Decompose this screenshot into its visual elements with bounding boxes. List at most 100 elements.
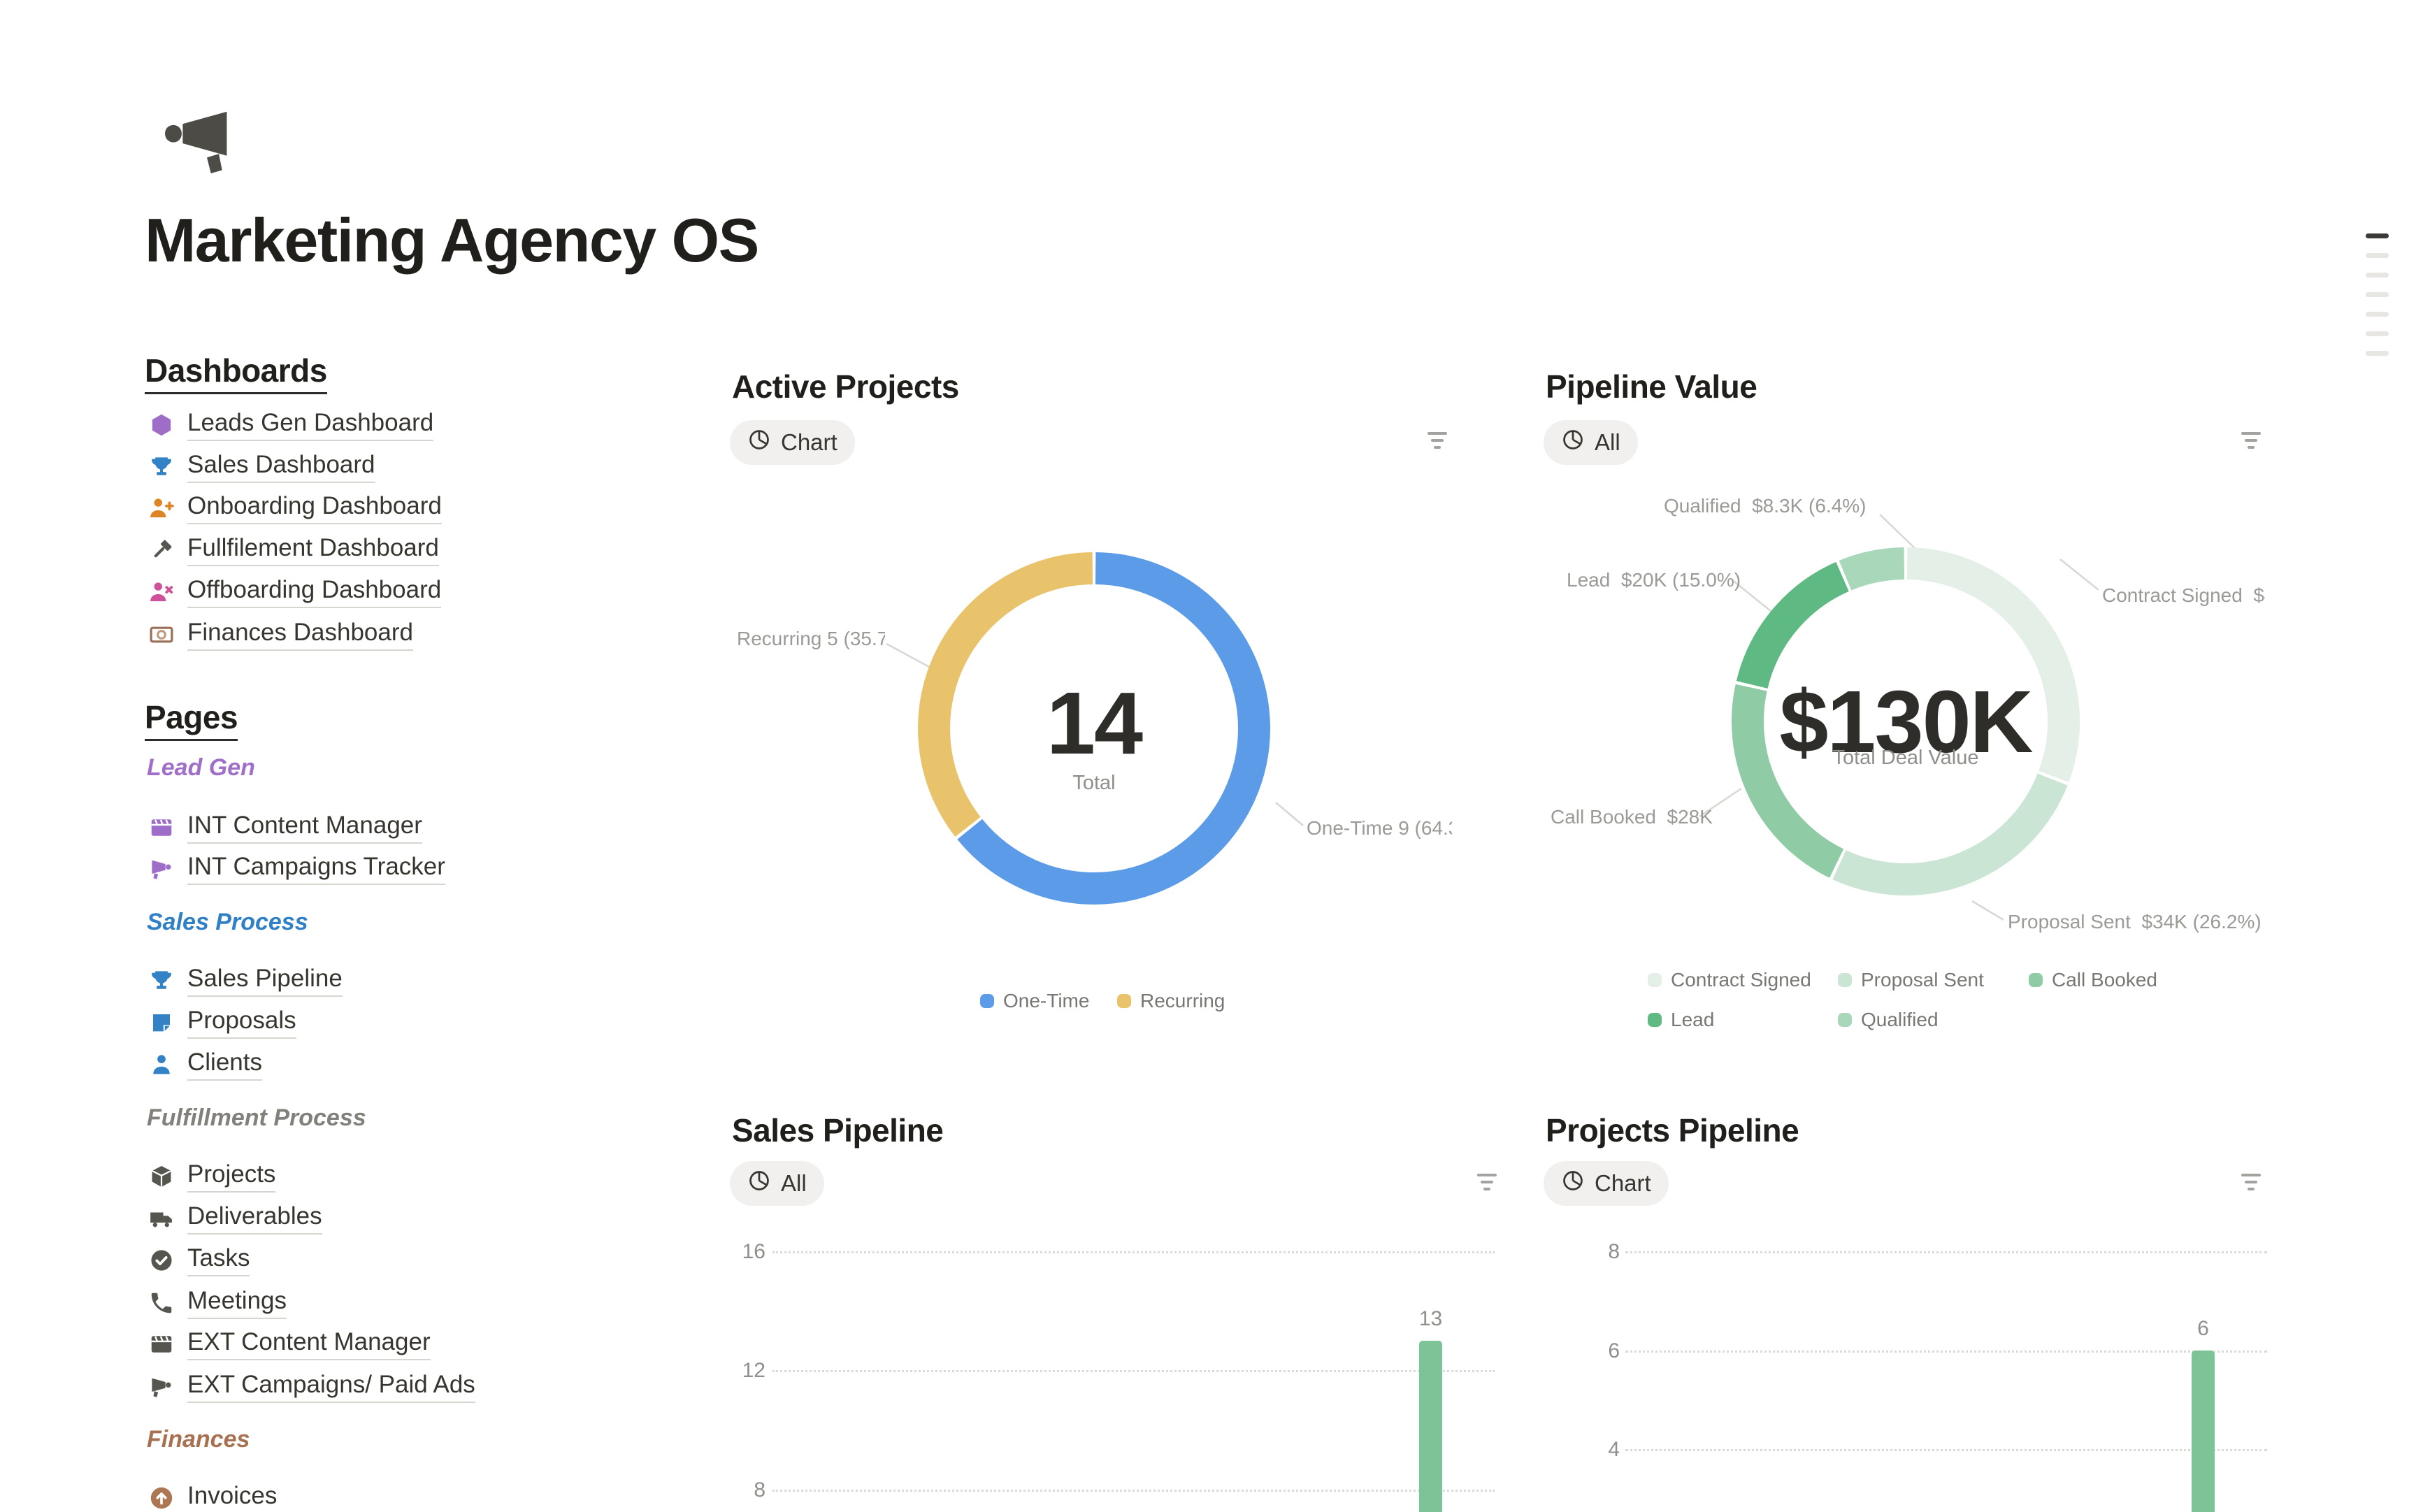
sidebar-item-finances-dashboard[interactable]: Finances Dashboard: [148, 618, 413, 651]
sidebar-item-clients[interactable]: Clients: [148, 1048, 262, 1081]
group-heading-fulfillment-process: Fulfillment Process: [147, 1104, 366, 1131]
filter-icon[interactable]: [2241, 432, 2262, 449]
card-title-pipeline-value: Pipeline Value: [1546, 368, 1757, 405]
pie-chart-icon: [747, 1169, 771, 1198]
legend-item-one-time: One-Time: [980, 991, 1089, 1011]
chart-view-pill[interactable]: Chart: [730, 420, 855, 465]
y-axis-tick: 16: [742, 1240, 765, 1263]
y-axis-tick: 12: [742, 1359, 765, 1382]
y-axis-tick: 8: [1608, 1240, 1620, 1263]
sidebar-item-meetings[interactable]: Meetings: [148, 1286, 287, 1320]
legend-swatch: [1117, 994, 1131, 1008]
sidebar-item-onboarding-dashboard[interactable]: Onboarding Dashboard: [148, 491, 442, 525]
sidebar-item-label: Onboarding Dashboard: [187, 492, 442, 524]
donut-callout-recurring: Recurring 5 (35.7%): [737, 628, 885, 649]
toc-indicator[interactable]: [2366, 351, 2389, 356]
filter-icon[interactable]: [1476, 1174, 1497, 1190]
section-heading-dashboards: Dashboards: [145, 353, 327, 394]
trophy-icon: [148, 454, 175, 480]
sidebar-item-label: EXT Content Manager: [187, 1328, 431, 1360]
note-icon: [148, 1009, 175, 1036]
hexagon-icon: [148, 412, 175, 438]
legend-item-qualified: Qualified: [1838, 1010, 1939, 1030]
legend-label: Recurring: [1140, 990, 1225, 1011]
sidebar-item-invoices[interactable]: Invoices: [148, 1481, 277, 1512]
pie-chart-icon: [1561, 1169, 1585, 1198]
box-icon: [148, 1163, 175, 1190]
sidebar-item-int-content-manager[interactable]: INT Content Manager: [148, 811, 422, 844]
sidebar-item-label: Clients: [187, 1049, 262, 1081]
gridline: [1625, 1449, 2267, 1451]
donut-center-label: Total Deal Value: [1832, 747, 1979, 769]
pipeline-value-donut-chart[interactable]: [1546, 489, 2300, 965]
sidebar-item-fullfilement-dashboard[interactable]: Fullfilement Dashboard: [148, 533, 439, 567]
donut-callout-one-time: One-Time 9 (64.3%): [1307, 817, 1452, 839]
sidebar-item-deliverables[interactable]: Deliverables: [148, 1202, 322, 1235]
megaphone-icon: [148, 1374, 175, 1400]
legend-swatch: [1648, 973, 1662, 987]
chart-view-pill[interactable]: All: [730, 1161, 824, 1206]
gridline: [1625, 1251, 2267, 1253]
arrow-up-circle-icon: [148, 1485, 175, 1511]
sidebar-item-sales-pipeline[interactable]: Sales Pipeline: [148, 964, 343, 998]
legend-label: Call Booked: [2052, 969, 2157, 991]
donut-callout-contract-signed: Contract Signed $40K: [2102, 584, 2265, 606]
toc-indicator[interactable]: [2366, 292, 2389, 297]
sidebar-item-projects[interactable]: Projects: [148, 1160, 276, 1193]
donut-center-value: $130K: [1779, 672, 2033, 771]
card-title-sales-pipeline: Sales Pipeline: [732, 1112, 944, 1149]
sidebar-item-leads-gen-dashboard[interactable]: Leads Gen Dashboard: [148, 408, 434, 442]
pill-label: All: [781, 1170, 807, 1196]
gridline: [772, 1490, 1495, 1492]
sidebar-item-label: Sales Dashboard: [187, 451, 375, 483]
active-projects-donut-chart[interactable]: [732, 531, 1503, 937]
pie-chart-icon: [747, 428, 771, 457]
chart-view-pill[interactable]: Chart: [1544, 1161, 1669, 1206]
gridline: [1625, 1351, 2267, 1353]
y-axis-tick: 6: [1608, 1339, 1620, 1362]
toc-indicator[interactable]: [2366, 331, 2389, 336]
filter-icon[interactable]: [1427, 432, 1448, 449]
group-heading-lead-gen: Lead Gen: [147, 754, 255, 781]
bar-sales-pipeline[interactable]: [1419, 1340, 1442, 1512]
sidebar-item-label: Finances Dashboard: [187, 619, 413, 651]
page-title: Marketing Agency OS: [145, 206, 759, 275]
clapperboard-icon: [148, 1331, 175, 1358]
sidebar-item-ext-content-manager[interactable]: EXT Content Manager: [148, 1327, 431, 1361]
sidebar-item-proposals[interactable]: Proposals: [148, 1006, 296, 1039]
bar-projects-pipeline[interactable]: [2192, 1350, 2215, 1512]
sidebar-item-label: Fullfilement Dashboard: [187, 534, 439, 566]
sidebar-item-offboarding-dashboard[interactable]: Offboarding Dashboard: [148, 575, 442, 609]
sidebar-item-label: Offboarding Dashboard: [187, 576, 442, 608]
sidebar-item-ext-campaigns-paid-ads[interactable]: EXT Campaigns/ Paid Ads: [148, 1370, 475, 1404]
chart-view-pill[interactable]: All: [1544, 420, 1638, 465]
y-axis-tick: 8: [754, 1478, 765, 1502]
legend-item-contract-signed: Contract Signed: [1648, 970, 1811, 990]
group-heading-finances: Finances: [147, 1426, 250, 1453]
legend-swatch: [1838, 973, 1852, 987]
legend-item-proposal-sent: Proposal Sent: [1838, 970, 1984, 990]
toc-indicator[interactable]: [2366, 312, 2389, 317]
toc-indicator[interactable]: [2366, 253, 2389, 258]
legend-item-call-booked: Call Booked: [2029, 970, 2157, 990]
filter-icon[interactable]: [2241, 1174, 2262, 1190]
megaphone-icon[interactable]: [152, 96, 239, 183]
gridline: [772, 1251, 1495, 1253]
toc-indicator[interactable]: [2366, 233, 2389, 238]
donut-callout-call-booked: Call Booked $28K: [1551, 806, 1713, 828]
pill-label: Chart: [781, 429, 837, 455]
toc-indicator[interactable]: [2366, 273, 2389, 278]
sidebar-item-sales-dashboard[interactable]: Sales Dashboard: [148, 450, 375, 484]
pill-label: All: [1595, 429, 1620, 455]
sidebar-item-label: INT Content Manager: [187, 812, 422, 844]
clapperboard-icon: [148, 814, 175, 841]
legend-label: One-Time: [1003, 990, 1090, 1011]
donut-callout-lead: Lead $20K (15.0%): [1567, 569, 1741, 591]
sidebar-item-label: Sales Pipeline: [187, 965, 343, 997]
legend-label: Lead: [1671, 1009, 1715, 1030]
phone-icon: [148, 1290, 175, 1316]
sidebar-item-tasks[interactable]: Tasks: [148, 1244, 250, 1277]
sidebar-item-int-campaigns-tracker[interactable]: INT Campaigns Tracker: [148, 852, 445, 886]
card-title-active-projects: Active Projects: [732, 368, 959, 405]
